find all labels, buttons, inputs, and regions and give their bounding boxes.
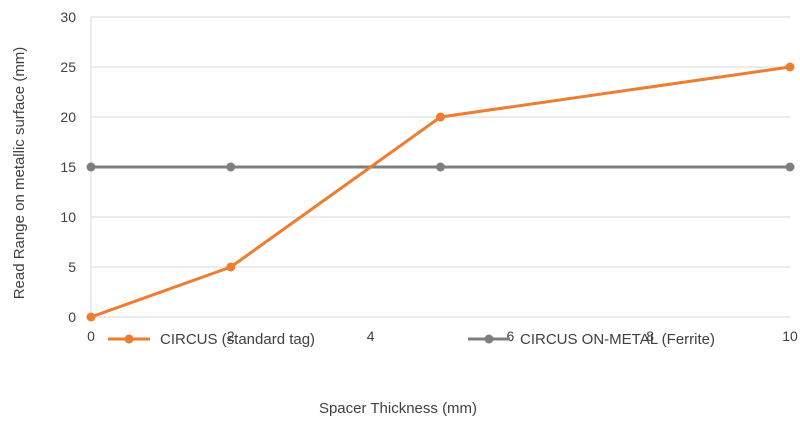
x-tick-label-4: 4 xyxy=(367,328,375,344)
legend: CIRCUS (standard tag) CIRCUS ON-METAL (Fe… xyxy=(108,331,715,348)
y-axis-label: Read Range on metallic surface (mm) xyxy=(11,47,28,300)
y-tick-label-20: 20 xyxy=(60,109,76,125)
data-point-s0-0 xyxy=(86,312,96,322)
series-line-0 xyxy=(89,65,792,319)
y-tick-label-25: 25 xyxy=(60,59,76,75)
data-point-s1-2 xyxy=(436,162,445,172)
data-point-s1-3 xyxy=(785,162,795,172)
series-layer xyxy=(86,62,795,322)
y-tick-label-10: 10 xyxy=(60,209,76,225)
legend-swatch-marker-1 xyxy=(484,334,494,344)
y-tick-label-15: 15 xyxy=(60,159,76,175)
data-point-s1-0 xyxy=(86,162,96,172)
data-point-s0-3 xyxy=(785,62,795,72)
y-tick-label-30: 30 xyxy=(60,9,76,25)
legend-label-0: CIRCUS (standard tag) xyxy=(160,331,315,348)
data-point-s1-1 xyxy=(226,162,236,172)
data-point-s0-1 xyxy=(226,262,236,272)
legend-label-1: CIRCUS ON-METAL (Ferrite) xyxy=(520,331,715,348)
data-point-s0-2 xyxy=(436,112,445,122)
y-tick-label-5: 5 xyxy=(68,259,76,275)
x-tick-label-10: 10 xyxy=(782,328,798,344)
y-axis-ticks: 0 5 10 15 20 25 30 xyxy=(60,9,76,325)
x-axis-ticks: 0 2 4 6 8 10 xyxy=(87,328,798,344)
x-tick-label-2: 2 xyxy=(227,328,235,344)
x-tick-label-0: 0 xyxy=(87,328,95,344)
x-axis-label: Spacer Thickness (mm) xyxy=(319,400,477,417)
y-tick-label-0: 0 xyxy=(68,309,76,325)
x-tick-label-8: 8 xyxy=(646,328,654,344)
x-tick-label-6: 6 xyxy=(507,328,515,344)
legend-swatch-marker-0 xyxy=(124,334,134,344)
